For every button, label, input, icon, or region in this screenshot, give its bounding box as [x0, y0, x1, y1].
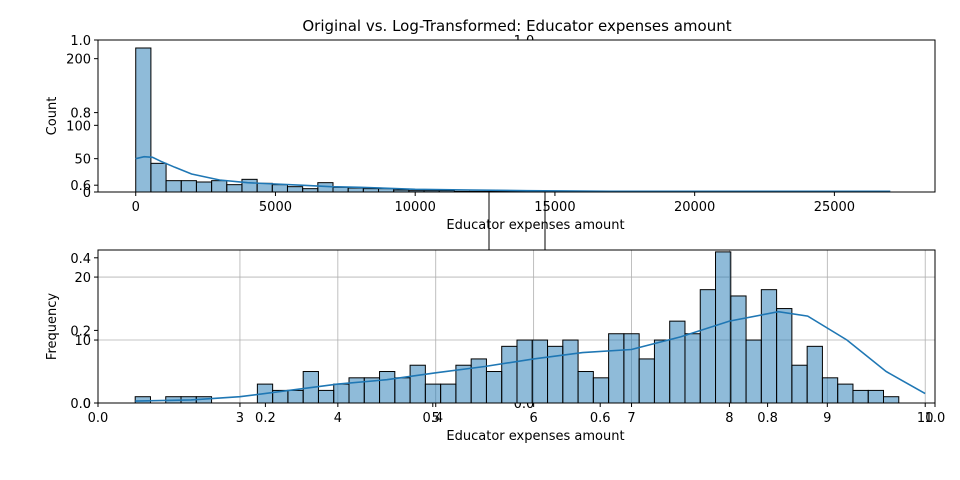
- overlay-ytick-label: 1.0: [70, 34, 91, 49]
- histogram-bar: [501, 345, 518, 404]
- histogram-bar: [150, 162, 167, 193]
- histogram-bar: [135, 47, 152, 193]
- histogram-bar: [776, 308, 793, 404]
- bottom-histogram: 3 4 5 6 7 8 9 10 0 10 20 Educator expenses amount Fr…: [45, 249, 936, 444]
- histogram-bar: [287, 389, 304, 404]
- histogram-bar: [211, 180, 228, 193]
- histogram-bar: [271, 184, 288, 193]
- histogram-bar: [684, 333, 701, 404]
- xtick-label: 6: [529, 411, 537, 426]
- histogram-bar: [379, 371, 396, 404]
- ytick-label: 20: [74, 271, 91, 286]
- histogram-bar: [347, 187, 364, 193]
- xtick-label: 5: [432, 411, 440, 426]
- histogram-bar: [577, 371, 594, 404]
- ytick-label: 200: [66, 53, 91, 68]
- xtick-label: 5000: [259, 200, 292, 215]
- overlay-xtick-label: 0.8: [757, 411, 778, 426]
- ytick-label: 0: [83, 397, 91, 412]
- xtick-label: 10: [917, 411, 934, 426]
- overlay-ytick-label: 0.2: [70, 324, 91, 339]
- x-axis-label: Educator expenses amount: [446, 218, 624, 233]
- xtick-label: 9: [823, 411, 831, 426]
- histogram-bar: [837, 383, 854, 404]
- histogram-bar: [485, 371, 503, 404]
- xtick-label: 4: [334, 411, 342, 426]
- plot-frame: [97, 249, 936, 404]
- overlay-xtick-label: 0.2: [255, 411, 276, 426]
- x-axis-label: Educator expenses amount: [446, 429, 624, 444]
- histogram-bar: [241, 178, 258, 193]
- histogram-bar: [317, 389, 335, 404]
- xtick-label: 7: [627, 411, 635, 426]
- histogram-bar: [715, 251, 732, 404]
- plot-background: [98, 40, 935, 192]
- overlay-ytick-label: 0.0: [70, 397, 91, 412]
- overlay-xtick-label: 0.6: [590, 411, 611, 426]
- xtick-label: 15000: [534, 200, 575, 215]
- histogram-bar: [791, 364, 808, 404]
- histogram-bar: [424, 383, 442, 404]
- overlay-xtick-label: 1.0: [925, 411, 946, 426]
- histogram-bar: [134, 396, 151, 404]
- histogram-bar: [455, 364, 472, 404]
- histogram-bar: [867, 389, 885, 404]
- xtick-label: 20000: [674, 200, 715, 215]
- xtick-label: 25000: [814, 200, 855, 215]
- overlay-axes: 0.00.20.40.60.81.00.00.20.40.60.81.01.00…: [70, 34, 945, 426]
- plot-frame: [97, 39, 936, 193]
- histogram-bar: [226, 184, 243, 193]
- kde-line: [135, 155, 891, 193]
- histogram-bar: [608, 333, 625, 404]
- histogram-bar: [531, 339, 549, 404]
- histogram-bar: [286, 186, 304, 193]
- y-axis-label: Count: [45, 97, 60, 136]
- xtick-label: 3: [236, 411, 244, 426]
- ytick-label: 0: [83, 186, 91, 201]
- histogram-bar: [699, 289, 717, 404]
- ytick-label: 50: [74, 153, 91, 168]
- histogram-bar: [745, 339, 762, 404]
- xtick-label: 10000: [395, 200, 436, 215]
- histogram-bar: [760, 289, 778, 404]
- histogram-bar: [821, 377, 839, 404]
- histogram-bar: [653, 339, 671, 404]
- histogram-bar: [332, 186, 349, 193]
- histogram-bar: [195, 181, 213, 193]
- histogram-bar: [623, 333, 640, 404]
- kde-line: [135, 310, 926, 402]
- histogram-bar: [165, 180, 182, 193]
- xtick-label: 8: [725, 411, 733, 426]
- histogram-bar: [592, 377, 610, 404]
- overlay-ytick-label: 0.4: [70, 252, 91, 267]
- histogram-bar: [470, 358, 487, 404]
- overlay-ytick-label: 0.8: [70, 107, 91, 122]
- histogram-bar: [256, 182, 273, 193]
- histogram-bar: [516, 339, 533, 404]
- ytick-label: 100: [66, 119, 91, 134]
- histogram-bar: [394, 377, 411, 404]
- histogram-bar: [730, 295, 747, 404]
- histogram-bar: [333, 383, 350, 404]
- y-axis-label: Frequency: [45, 293, 60, 360]
- ytick-label: 10: [74, 334, 91, 349]
- histogram-bar: [669, 320, 686, 404]
- histogram-bar: [852, 389, 869, 404]
- histogram-bar: [562, 339, 579, 404]
- histogram-bar: [883, 396, 900, 404]
- figure-title: Original vs. Log-Transformed: Educator e…: [302, 17, 731, 35]
- overlay-ytick-label: 0.6: [70, 179, 91, 194]
- histogram-bar: [440, 383, 457, 404]
- overlay-xtick-label: 0.4: [422, 411, 443, 426]
- histogram-bar: [409, 364, 426, 404]
- top-histogram: 0 5000 10000 15000 20000 25000 0 50 100 200 Educat…: [45, 39, 936, 233]
- overlay-xtick-label: 0.0: [88, 411, 109, 426]
- histogram-bar: [806, 345, 823, 404]
- histogram-bar: [180, 180, 197, 193]
- xtick-label: 0: [132, 200, 140, 215]
- histogram-bar: [638, 358, 655, 404]
